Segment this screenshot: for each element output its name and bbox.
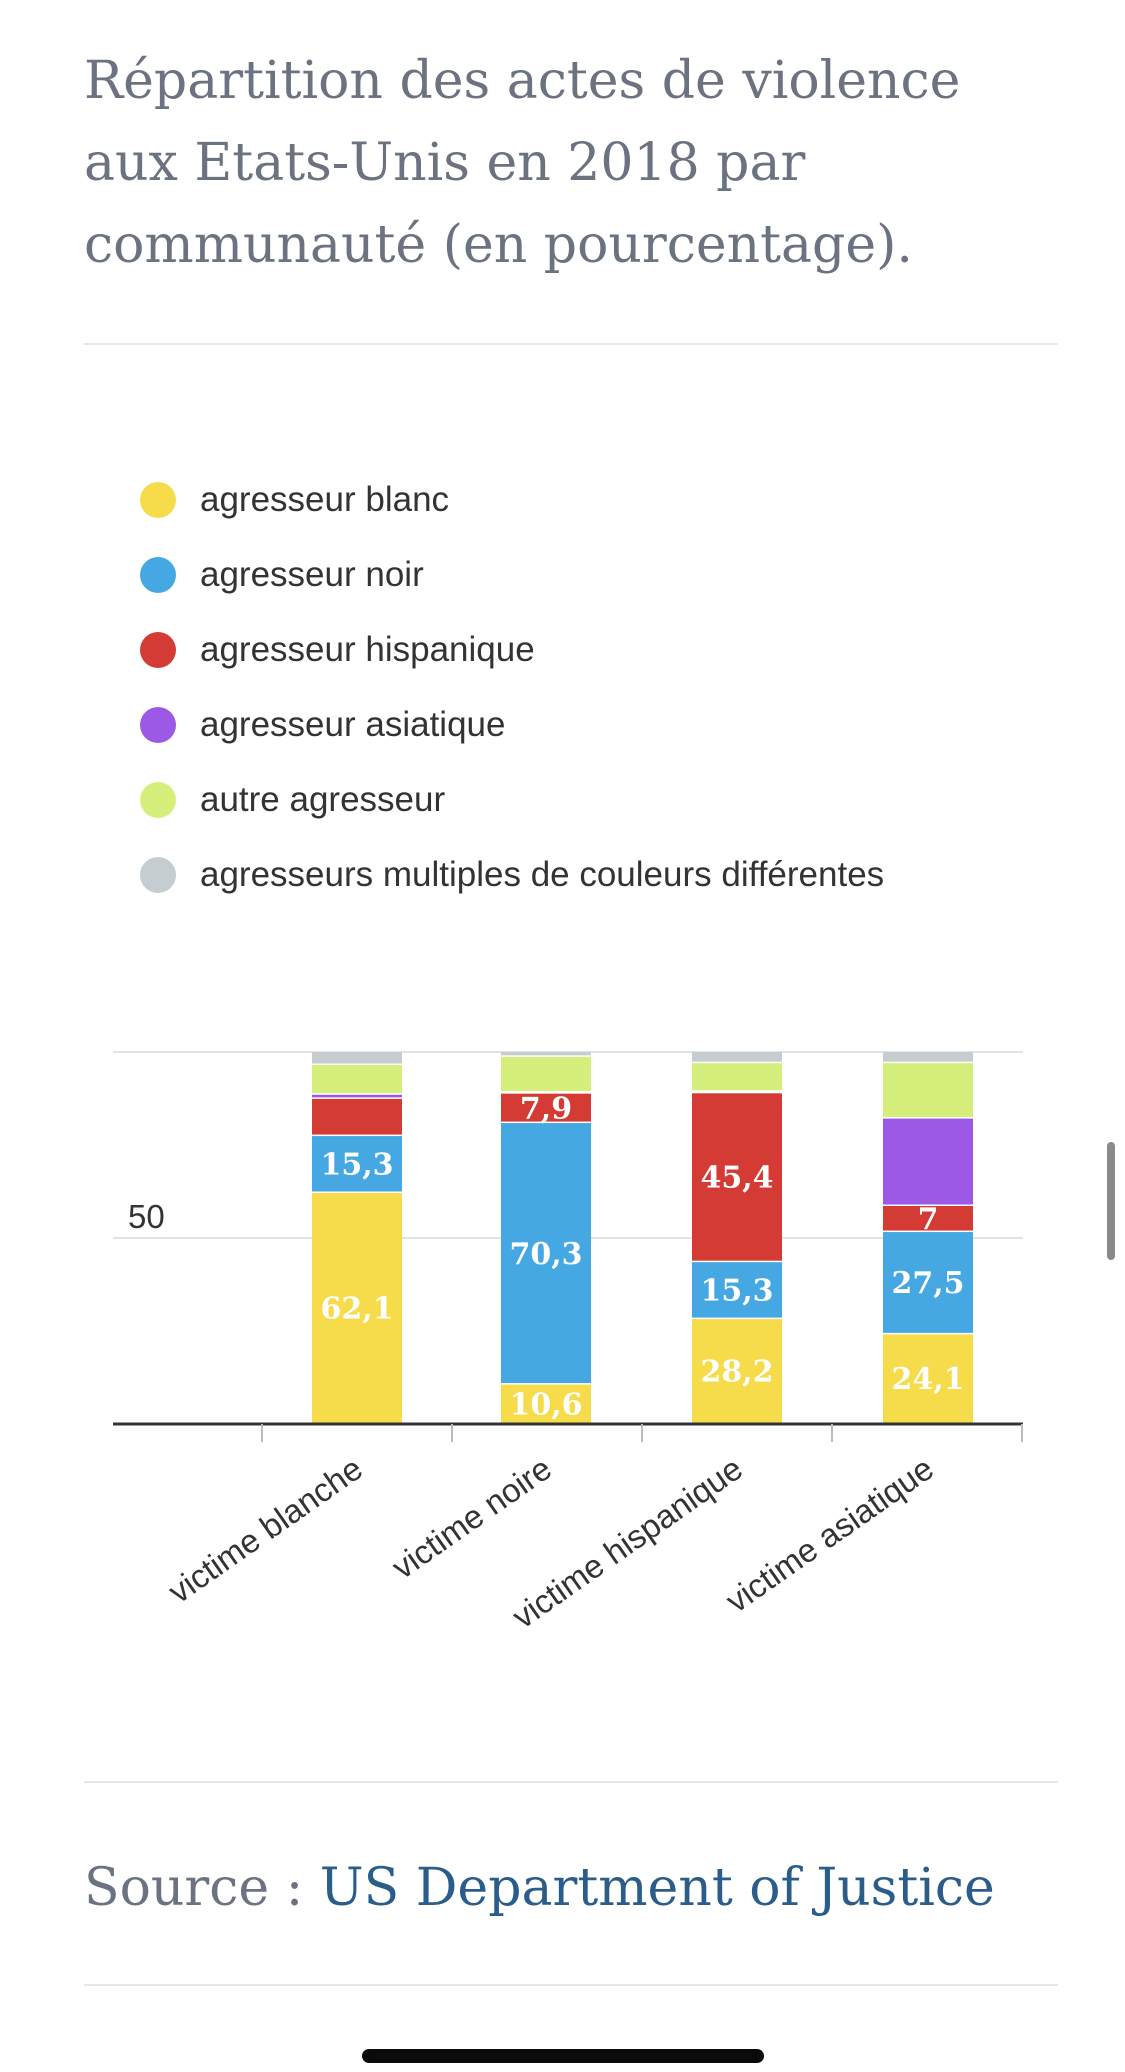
legend-item[interactable]: agresseur blanc bbox=[140, 462, 884, 537]
source-line: Source : US Department of Justice bbox=[84, 1858, 995, 1918]
bar-segment bbox=[883, 1232, 973, 1333]
bar-segment bbox=[692, 1262, 782, 1318]
legend-swatch bbox=[140, 481, 176, 518]
legend-item[interactable]: autre agresseur bbox=[140, 762, 884, 837]
bar-segment bbox=[501, 1384, 591, 1423]
legend-swatch bbox=[140, 856, 176, 893]
legend-label: autre agresseur bbox=[200, 779, 446, 819]
legend-item[interactable]: agresseurs multiples de couleurs différe… bbox=[140, 837, 884, 912]
x-tick-label: victime blanche bbox=[161, 1449, 369, 1610]
source-link[interactable]: US Department of Justice bbox=[319, 1858, 995, 1918]
x-tick-label: victime noire bbox=[385, 1449, 558, 1586]
bar-segment bbox=[312, 1136, 402, 1192]
bar-segment bbox=[501, 1093, 591, 1122]
bar-segment bbox=[883, 1063, 973, 1118]
bar-segment bbox=[692, 1052, 782, 1062]
source-prefix: Source : bbox=[84, 1858, 320, 1918]
x-tick-label: victime asiatique bbox=[719, 1449, 940, 1619]
legend-label: agresseur hispanique bbox=[200, 629, 535, 669]
legend-item[interactable]: agresseur asiatique bbox=[140, 687, 884, 762]
legend-swatch bbox=[140, 781, 176, 818]
divider-bottom bbox=[84, 1984, 1058, 1986]
legend-swatch bbox=[140, 631, 176, 668]
data-label: 45,4 bbox=[700, 1161, 773, 1196]
bar-segment bbox=[312, 1098, 402, 1135]
legend-label: agresseur noir bbox=[200, 554, 424, 594]
bar-segment bbox=[883, 1334, 973, 1423]
bar-segment bbox=[501, 1056, 591, 1092]
data-label: 70,3 bbox=[509, 1237, 582, 1272]
data-label: 15,3 bbox=[700, 1274, 773, 1309]
divider-top bbox=[84, 343, 1058, 345]
data-label: 28,2 bbox=[700, 1355, 773, 1390]
data-label: 62,1 bbox=[320, 1291, 393, 1326]
legend-label: agresseurs multiples de couleurs différe… bbox=[200, 854, 885, 894]
legend-label: agresseur asiatique bbox=[200, 704, 506, 744]
bar-segment bbox=[883, 1206, 973, 1231]
bar-segment bbox=[312, 1192, 402, 1423]
chart-legend: agresseur blanc agresseur noir agresseur h… bbox=[140, 462, 884, 912]
bar-segment bbox=[312, 1065, 402, 1094]
legend-label: agresseur blanc bbox=[200, 479, 450, 519]
divider-middle bbox=[84, 1781, 1058, 1783]
bar-segment bbox=[501, 1052, 591, 1056]
legend-swatch bbox=[140, 556, 176, 593]
bar-segment bbox=[501, 1123, 591, 1384]
home-indicator[interactable] bbox=[362, 2049, 764, 2063]
bar-segment bbox=[883, 1118, 973, 1205]
data-label: 7,9 bbox=[520, 1091, 572, 1126]
legend-swatch bbox=[140, 706, 176, 743]
data-label: 27,5 bbox=[891, 1266, 964, 1301]
data-label: 7 bbox=[918, 1202, 939, 1237]
data-label: 24,1 bbox=[891, 1362, 964, 1397]
y-tick-label: 50 bbox=[128, 1198, 165, 1235]
scroll-indicator[interactable] bbox=[1107, 1142, 1115, 1260]
legend-item[interactable]: agresseur noir bbox=[140, 537, 884, 612]
chart-title: Répartition des actes de violence aux Et… bbox=[84, 51, 961, 275]
legend-item[interactable]: agresseur hispanique bbox=[140, 612, 884, 687]
stacked-bar-chart: 50 62,1 15,3 10,6 70,3 7,9 28,2 15,3 45,4 24,1 27,… bbox=[113, 1051, 1023, 1635]
bar-segment bbox=[692, 1093, 782, 1261]
bar-segment bbox=[312, 1094, 402, 1098]
data-label: 15,3 bbox=[320, 1148, 393, 1183]
data-label: 10,6 bbox=[509, 1387, 582, 1422]
bar-segment bbox=[692, 1319, 782, 1423]
bar-segment bbox=[692, 1063, 782, 1091]
bar-segment bbox=[312, 1052, 402, 1064]
bar-segment bbox=[883, 1052, 973, 1062]
